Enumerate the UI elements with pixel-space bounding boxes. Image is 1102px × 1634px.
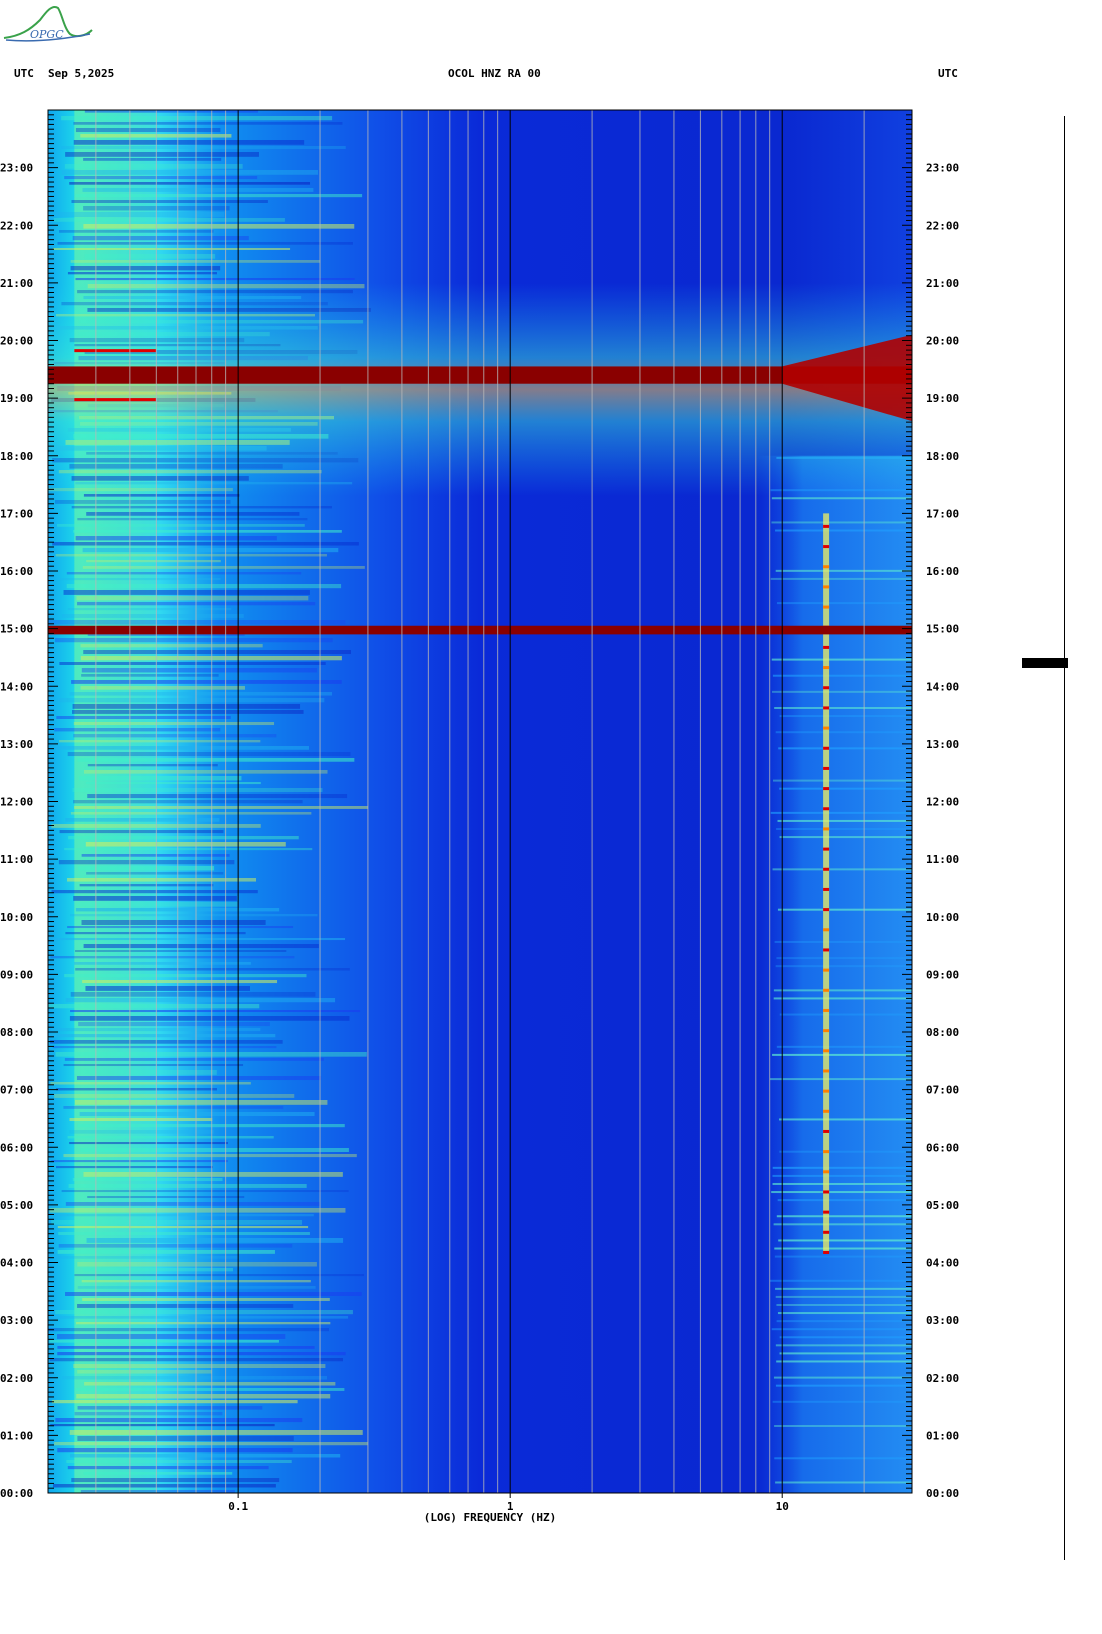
saturated-band	[48, 625, 912, 635]
tonal-line-14hz	[823, 513, 830, 1251]
y-tick-label-left: 05:00	[0, 1199, 33, 1212]
y-tick-label-right: 22:00	[926, 219, 959, 232]
y-tick-label-left: 04:00	[0, 1257, 33, 1270]
y-tick-label-left: 19:00	[0, 392, 33, 405]
logo-text: OPGC	[30, 28, 64, 41]
amplitude-trace-line	[1064, 116, 1065, 1560]
amplitude-scale-bar	[1022, 658, 1068, 668]
event-halo	[48, 282, 912, 497]
y-tick-label-left: 09:00	[0, 968, 33, 981]
y-tick-label-right: 20:00	[926, 335, 959, 348]
y-tick-label-right: 09:00	[926, 968, 959, 981]
y-tick-label-right: 02:00	[926, 1372, 959, 1385]
y-tick-label-left: 23:00	[0, 162, 33, 175]
y-tick-label-right: 21:00	[926, 277, 959, 290]
y-tick-label-left: 06:00	[0, 1141, 33, 1154]
y-tick-label-left: 07:00	[0, 1084, 33, 1097]
y-tick-label-left: 08:00	[0, 1026, 33, 1039]
event-core	[48, 366, 912, 384]
y-tick-label-right: 03:00	[926, 1314, 959, 1327]
y-tick-label-left: 13:00	[0, 738, 33, 751]
y-tick-label-left: 22:00	[0, 219, 33, 232]
x-tick-label: 10	[776, 1500, 789, 1513]
y-tick-label-right: 16:00	[926, 565, 959, 578]
y-tick-label-left: 15:00	[0, 623, 33, 636]
y-tick-label-left: 12:00	[0, 796, 33, 809]
y-minor-ticks	[48, 109, 912, 1494]
y-tick-label-right: 06:00	[926, 1141, 959, 1154]
y-tick-label-left: 16:00	[0, 565, 33, 578]
y-tick-label-left: 21:00	[0, 277, 33, 290]
hf-striping	[769, 456, 912, 1484]
event-hf-spread	[782, 334, 912, 422]
y-tick-label-left: 01:00	[0, 1429, 33, 1442]
y-tick-label-right: 15:00	[926, 623, 959, 636]
y-tick-label-left: 10:00	[0, 911, 33, 924]
y-tick-label-right: 17:00	[926, 507, 959, 520]
y-tick-label-right: 14:00	[926, 680, 959, 693]
y-tick-label-right: 12:00	[926, 796, 959, 809]
y-tick-label-right: 05:00	[926, 1199, 959, 1212]
y-tick-label-right: 11:00	[926, 853, 959, 866]
y-tick-label-right: 10:00	[926, 911, 959, 924]
x-axis-label: (LOG) FREQUENCY (HZ)	[424, 1511, 556, 1524]
opgc-logo	[3, 6, 93, 42]
date-label: Sep 5,2025	[48, 67, 115, 80]
x-tick-label: 1	[507, 1500, 514, 1513]
utc-label-left: UTC	[14, 67, 34, 80]
y-tick-label-right: 08:00	[926, 1026, 959, 1039]
y-tick-label-right: 23:00	[926, 162, 959, 175]
y-tick-label-right: 13:00	[926, 738, 959, 751]
x-tick-label: 0.1	[228, 1500, 248, 1513]
y-tick-label-right: 07:00	[926, 1084, 959, 1097]
y-tick-label-right: 19:00	[926, 392, 959, 405]
y-tick-label-right: 01:00	[926, 1429, 959, 1442]
event-lf-line-2	[74, 349, 157, 353]
y-tick-label-left: 00:00	[0, 1487, 33, 1500]
y-tick-label-left: 18:00	[0, 450, 33, 463]
y-tick-label-left: 20:00	[0, 335, 33, 348]
y-tick-label-right: 04:00	[926, 1257, 959, 1270]
y-tick-label-right: 18:00	[926, 450, 959, 463]
y-tick-label-right: 00:00	[926, 1487, 959, 1500]
y-tick-label-left: 02:00	[0, 1372, 33, 1385]
y-tick-label-left: 17:00	[0, 507, 33, 520]
y-tick-label-left: 11:00	[0, 853, 33, 866]
y-tick-label-left: 03:00	[0, 1314, 33, 1327]
station-label: OCOL HNZ RA 00	[448, 67, 541, 80]
tonal-line-hotspots	[823, 524, 830, 1254]
utc-label-right: UTC	[938, 67, 958, 80]
event-lf-line-1	[74, 398, 157, 402]
y-tick-label-left: 14:00	[0, 680, 33, 693]
